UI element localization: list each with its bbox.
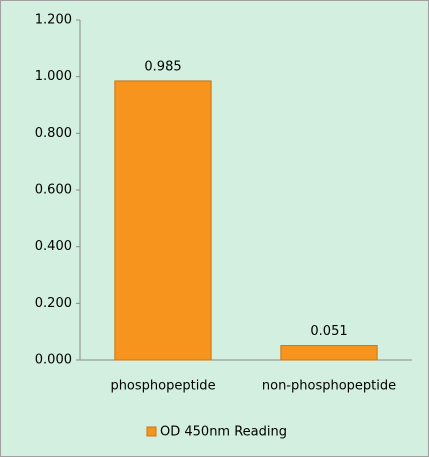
bar — [114, 80, 212, 361]
legend-swatch — [146, 426, 157, 437]
x-tick-label: phosphopeptide — [110, 379, 215, 394]
y-tick-label: 0.400 — [35, 239, 72, 254]
bar — [280, 345, 378, 361]
y-tick-label: 0.000 — [35, 353, 72, 368]
y-tick-label: 1.000 — [35, 69, 72, 84]
y-tick-label: 0.600 — [35, 183, 72, 198]
y-tick-label: 1.200 — [35, 13, 72, 28]
legend-label: OD 450nm Reading — [160, 425, 287, 440]
y-tick-label: 0.800 — [35, 126, 72, 141]
y-tick-label: 0.200 — [35, 296, 72, 311]
x-tick-label: non-phosphopeptide — [262, 379, 396, 394]
data-label: 0.051 — [310, 324, 347, 339]
data-label: 0.985 — [144, 59, 181, 74]
